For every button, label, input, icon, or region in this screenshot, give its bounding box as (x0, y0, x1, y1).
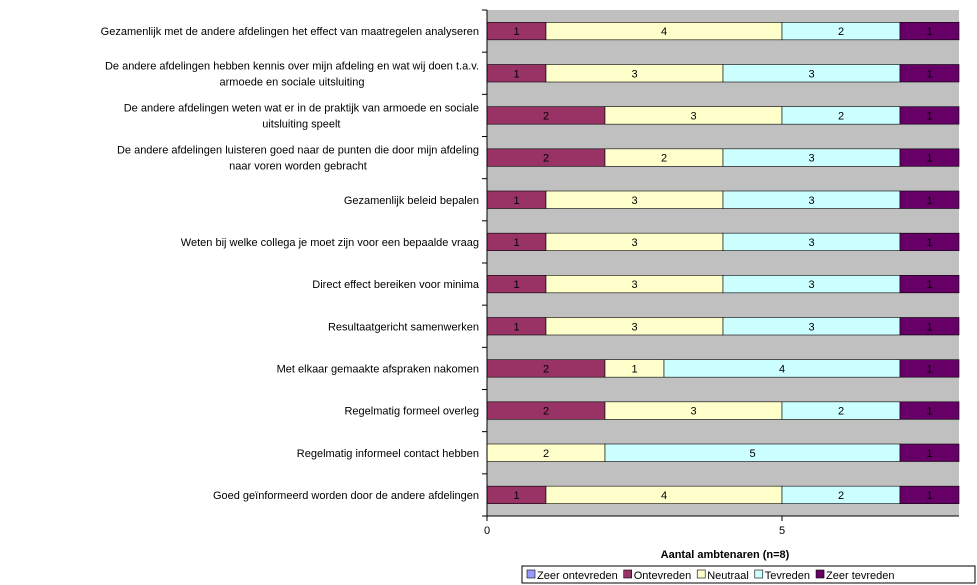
bar-segment (899, 22, 960, 41)
legend-label: Zeer tevreden (826, 570, 894, 582)
bar-value-label: 3 (631, 321, 637, 333)
bar-value-label: 3 (690, 406, 696, 418)
bar-value-label: 2 (838, 110, 844, 122)
bar-value-label: 3 (631, 195, 637, 207)
bar-value-label: 1 (926, 110, 932, 122)
bar-value-label: 1 (926, 448, 932, 460)
category-label: Met elkaar gemaakte afspraken nakomen (277, 363, 479, 375)
category-label: Gezamenlijk met de andere afdelingen het… (101, 26, 479, 38)
bar-segment (899, 190, 960, 209)
bar-value-label: 1 (926, 363, 932, 375)
bar-value-label: 2 (661, 153, 667, 165)
category-label: uitsluiting speelt (262, 118, 340, 130)
category-label: armoede en sociale uitsluiting (220, 76, 365, 88)
category-label: De andere afdelingen weten wat er in de … (124, 102, 479, 114)
bar-value-label: 1 (926, 153, 932, 165)
bar-value-label: 3 (808, 153, 814, 165)
bar-value-label: 1 (926, 195, 932, 207)
bar-value-label: 3 (808, 195, 814, 207)
bar-value-label: 3 (808, 68, 814, 80)
bar-value-label: 1 (513, 237, 519, 249)
bar-value-label: 4 (661, 490, 667, 502)
bar-value-label: 4 (661, 26, 667, 38)
category-label: Direct effect bereiken voor minima (312, 279, 480, 291)
bar-segment (899, 359, 960, 378)
bar-segment (899, 106, 960, 125)
category-label: Regelmatig informeel contact hebben (297, 448, 479, 460)
legend-label: Neutraal (707, 570, 749, 582)
plot-area (487, 10, 959, 516)
bar-value-label: 1 (926, 490, 932, 502)
bar-value-label: 1 (513, 68, 519, 80)
bar-segment (899, 64, 960, 83)
bar-value-label: 3 (631, 279, 637, 291)
bar-segment (899, 275, 960, 294)
category-label: De andere afdelingen luisteren goed naar… (117, 145, 479, 157)
legend-swatch (526, 569, 536, 579)
bar-value-label: 2 (543, 110, 549, 122)
category-label: Goed geïnformeerd worden door de andere … (213, 490, 479, 502)
legend-swatch (696, 569, 706, 579)
legend-swatch (815, 569, 825, 579)
bar-value-label: 3 (690, 110, 696, 122)
bar-segment (899, 443, 960, 462)
bar-value-label: 4 (779, 363, 785, 375)
bar-value-label: 5 (749, 448, 755, 460)
category-label: De andere afdelingen hebben kennis over … (105, 60, 479, 72)
legend-label: Ontevreden (634, 570, 691, 582)
legend (521, 565, 976, 584)
bar-value-label: 1 (926, 406, 932, 418)
bar-value-label: 1 (513, 490, 519, 502)
bar-value-label: 3 (631, 237, 637, 249)
bar-value-label: 1 (513, 321, 519, 333)
x-tick-label: 5 (779, 525, 785, 537)
category-label: Regelmatig formeel overleg (344, 406, 479, 418)
bar-value-label: 2 (543, 406, 549, 418)
category-label: Gezamenlijk beleid bepalen (344, 195, 479, 207)
bar-value-label: 2 (543, 153, 549, 165)
legend-swatch (623, 569, 633, 579)
category-label: Weten bij welke collega je moet zijn voo… (181, 237, 479, 249)
bar-segment (899, 401, 960, 420)
category-label: naar voren worden gebracht (229, 161, 367, 173)
bar-value-label: 3 (808, 279, 814, 291)
bar-value-label: 2 (838, 26, 844, 38)
bar-value-label: 1 (926, 68, 932, 80)
bar-value-label: 2 (543, 448, 549, 460)
bar-segment (899, 485, 960, 504)
bar-value-label: 1 (926, 237, 932, 249)
bar-value-label: 1 (926, 26, 932, 38)
bar-segment (899, 232, 960, 251)
x-tick-label: 0 (484, 525, 490, 537)
bar-segment (899, 317, 960, 336)
bar-value-label: 1 (926, 321, 932, 333)
bar-value-label: 1 (926, 279, 932, 291)
bar-value-label: 2 (838, 406, 844, 418)
bar-value-label: 2 (838, 490, 844, 502)
bar-value-label: 1 (513, 26, 519, 38)
bar-value-label: 1 (631, 363, 637, 375)
bar-value-label: 3 (808, 237, 814, 249)
bar-value-label: 1 (513, 195, 519, 207)
bar-value-label: 3 (808, 321, 814, 333)
legend-label: Tevreden (765, 570, 810, 582)
x-axis-title: Aantal ambtenaren (n=8) (661, 549, 790, 561)
bar-value-label: 2 (543, 363, 549, 375)
legend-swatch (754, 569, 764, 579)
category-label: Resultaatgericht samenwerken (328, 321, 479, 333)
bar-segment (899, 148, 960, 167)
bar-value-label: 1 (513, 279, 519, 291)
bar-value-label: 3 (631, 68, 637, 80)
legend-label: Zeer ontevreden (537, 570, 618, 582)
